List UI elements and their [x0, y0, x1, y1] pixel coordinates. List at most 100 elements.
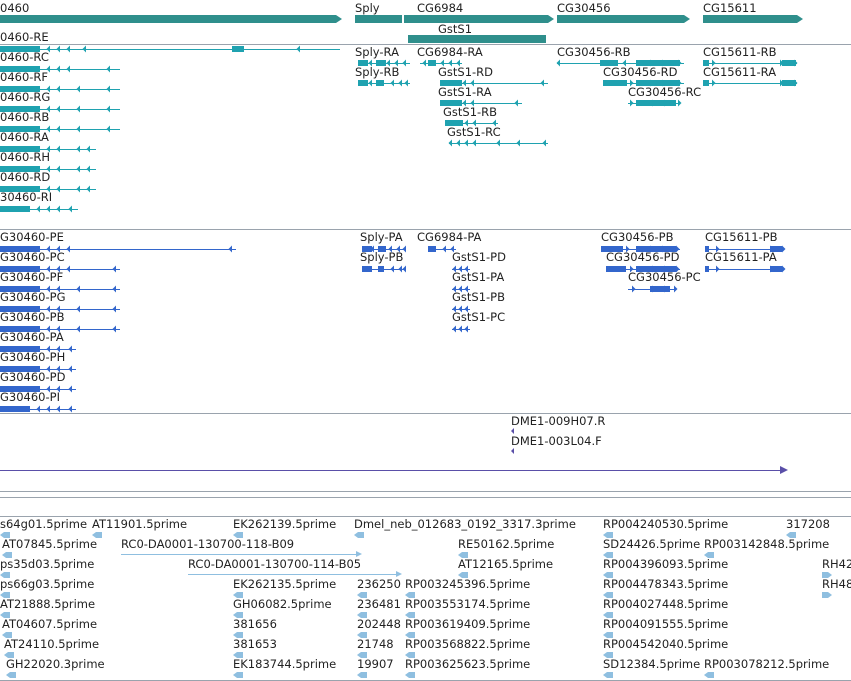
- refseq-transcript-arrow[interactable]: [652, 265, 656, 273]
- refseq-transcript-arrow[interactable]: [630, 265, 634, 273]
- refseq-transcript-arrow[interactable]: [56, 325, 61, 333]
- refseq-transcript-arrow[interactable]: [450, 245, 455, 253]
- flybase-transcript-arrow[interactable]: [76, 185, 81, 193]
- flybase-transcript-arrow[interactable]: [456, 59, 461, 67]
- refseq-transcript-arrow[interactable]: [402, 245, 407, 253]
- refseq-transcript-arrow[interactable]: [464, 285, 469, 293]
- refseq-transcript-arrow[interactable]: [464, 325, 469, 333]
- refseq-transcript-arrow[interactable]: [388, 245, 393, 253]
- flybase-transcript-arrow[interactable]: [386, 59, 391, 67]
- est-label[interactable]: RP004478343.5prime: [603, 577, 729, 591]
- flybase-transcript-arrow[interactable]: [540, 79, 545, 87]
- est-glyph[interactable]: [357, 612, 367, 618]
- refseq-transcript-arrow[interactable]: [402, 265, 407, 273]
- transcript-label[interactable]: CG6984-RA: [417, 45, 483, 59]
- refseq-transcript-arrow[interactable]: [458, 305, 463, 313]
- protein-label[interactable]: G30460-PE: [0, 230, 64, 244]
- cdna-match-glyph[interactable]: [511, 428, 514, 434]
- est-glyph[interactable]: [233, 652, 243, 658]
- flybase-transcript-arrow[interactable]: [76, 125, 81, 133]
- gene-arrowhead[interactable]: [684, 15, 690, 23]
- est-label[interactable]: RP003568822.5prime: [405, 637, 531, 651]
- flybase-transcript-exon[interactable]: [232, 46, 244, 52]
- est-glyph[interactable]: [0, 612, 10, 618]
- est-glyph[interactable]: [704, 672, 714, 678]
- flybase-transcript-exon[interactable]: [376, 60, 386, 66]
- flybase-transcript-arrow[interactable]: [46, 165, 51, 173]
- flybase-transcript-arrow[interactable]: [46, 85, 51, 93]
- flybase-transcript-arrow[interactable]: [456, 139, 461, 147]
- flybase-transcript-arrow[interactable]: [662, 79, 666, 87]
- refseq-transcript-arrow[interactable]: [770, 265, 774, 273]
- refseq-transcript-arrow[interactable]: [390, 265, 395, 273]
- refseq-transcript-arrow[interactable]: [112, 265, 117, 273]
- est-label[interactable]: GH06082.5prime: [233, 597, 332, 611]
- cdna-match-glyph[interactable]: [511, 448, 514, 454]
- refseq-transcript-exon[interactable]: [606, 266, 626, 272]
- est-label[interactable]: RP003619409.5prime: [405, 617, 531, 631]
- flybase-transcript-arrow[interactable]: [390, 79, 395, 87]
- est-label[interactable]: GH22020.3prime: [6, 657, 105, 671]
- refseq-transcript-arrow[interactable]: [68, 365, 73, 373]
- refseq-transcript-arrow[interactable]: [36, 405, 41, 413]
- est-glyph[interactable]: [822, 572, 832, 578]
- est-label[interactable]: RP003553174.5prime: [405, 597, 531, 611]
- refseq-transcript-arrow[interactable]: [68, 345, 73, 353]
- flybase-transcript-arrow[interactable]: [398, 79, 403, 87]
- est-label[interactable]: EK262139.5prime: [233, 517, 337, 531]
- flybase-transcript-exon[interactable]: [440, 100, 462, 106]
- cdna-label[interactable]: DME1-009H07.R: [511, 414, 606, 428]
- flybase-transcript-arrow[interactable]: [76, 145, 81, 153]
- gene-gap[interactable]: [402, 15, 404, 23]
- transcript-label[interactable]: 0460-RB: [0, 110, 50, 124]
- refseq-transcript-exon[interactable]: [362, 246, 372, 252]
- transcript-label[interactable]: GstS1-RC: [447, 125, 501, 139]
- est-glyph[interactable]: [4, 652, 14, 658]
- flybase-transcript-exon[interactable]: [0, 126, 40, 132]
- protein-label[interactable]: G30460-PD: [0, 370, 66, 384]
- est-glyph[interactable]: [92, 532, 102, 538]
- est-label[interactable]: RH42: [822, 557, 851, 571]
- refseq-transcript-exon[interactable]: [636, 266, 676, 272]
- flybase-transcript-arrow[interactable]: [394, 59, 399, 67]
- gene-arrowhead[interactable]: [797, 15, 803, 23]
- protein-label[interactable]: CG30456-PC: [628, 270, 701, 284]
- transcript-label[interactable]: 0460-RD: [0, 170, 51, 184]
- refseq-transcript-exon[interactable]: [0, 346, 40, 352]
- flybase-transcript-arrow[interactable]: [650, 79, 654, 87]
- refseq-transcript-arrow[interactable]: [112, 285, 117, 293]
- refseq-transcript-exon[interactable]: [428, 246, 436, 252]
- protein-label[interactable]: GstS1-PD: [452, 250, 506, 264]
- est-glyph[interactable]: [405, 652, 415, 658]
- flybase-transcript-arrow[interactable]: [368, 79, 373, 87]
- refseq-transcript-arrow[interactable]: [56, 345, 61, 353]
- flybase-transcript-arrow[interactable]: [470, 99, 475, 107]
- transcript-label[interactable]: GstS1-RD: [438, 65, 494, 79]
- est-label[interactable]: RP004027448.5prime: [603, 597, 729, 611]
- refseq-transcript-arrow[interactable]: [442, 245, 447, 253]
- flybase-transcript-arrow[interactable]: [464, 139, 469, 147]
- gene-arrowhead[interactable]: [336, 15, 342, 23]
- est-glyph[interactable]: [822, 592, 832, 598]
- refseq-transcript-arrow[interactable]: [398, 265, 403, 273]
- flybase-transcript-exon[interactable]: [636, 100, 676, 106]
- flybase-transcript-arrow[interactable]: [46, 105, 51, 113]
- transcript-label[interactable]: 0460-RC: [0, 50, 49, 64]
- flybase-transcript-exon[interactable]: [703, 80, 709, 86]
- refseq-transcript-arrow[interactable]: [770, 245, 774, 253]
- refseq-transcript-arrow[interactable]: [76, 305, 81, 313]
- refseq-transcript-arrow[interactable]: [464, 305, 469, 313]
- refseq-transcript-arrow[interactable]: [112, 325, 117, 333]
- est-label[interactable]: ps35d03.5prime: [0, 557, 95, 571]
- est-glyph[interactable]: [603, 592, 613, 598]
- flybase-transcript-arrow[interactable]: [402, 59, 407, 67]
- transcript-label[interactable]: CG15611-RB: [703, 45, 777, 59]
- flybase-transcript-arrow[interactable]: [516, 139, 521, 147]
- refseq-transcript-arrow[interactable]: [46, 405, 51, 413]
- est-glyph[interactable]: [704, 552, 714, 558]
- est-glyph[interactable]: [0, 572, 10, 578]
- flybase-transcript-arrow[interactable]: [106, 125, 111, 133]
- refseq-transcript-exon[interactable]: [0, 386, 40, 392]
- flybase-transcript-arrow[interactable]: [678, 79, 682, 87]
- protein-label[interactable]: CG6984-PA: [417, 230, 482, 244]
